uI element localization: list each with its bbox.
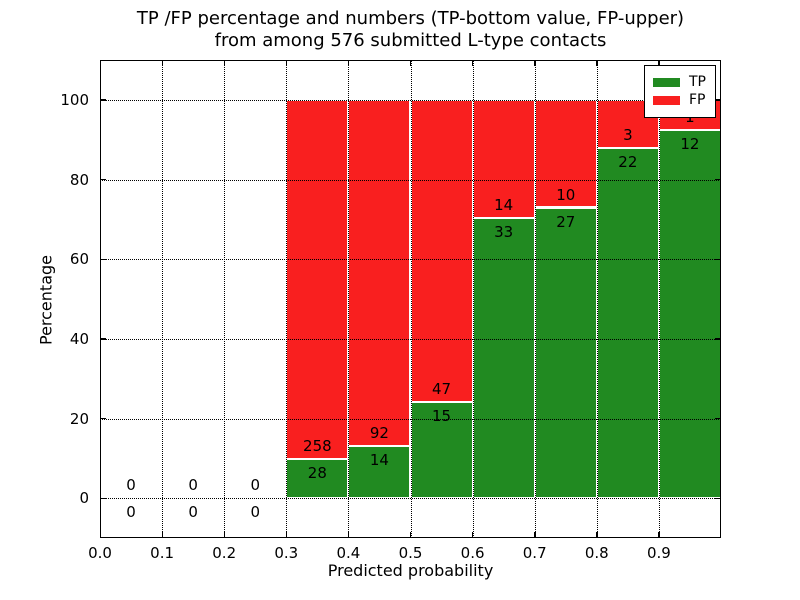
tp-count-label: 33 bbox=[494, 223, 514, 242]
chart-title-line2: from among 576 submitted L-type contacts bbox=[214, 30, 607, 51]
x-tick-bottom bbox=[410, 532, 412, 538]
tp-count-label: 27 bbox=[556, 212, 576, 231]
bar-segment-tp bbox=[658, 130, 721, 499]
tp-count-label: 15 bbox=[432, 406, 452, 425]
y-tick-label: 80 bbox=[69, 170, 89, 189]
fp-count-label: 3 bbox=[623, 125, 633, 144]
x-tick-bottom bbox=[658, 532, 660, 538]
tp-count-label: 0 bbox=[126, 503, 136, 522]
y-tick-right bbox=[715, 338, 721, 340]
x-tick-bottom bbox=[99, 532, 101, 538]
legend-entry-tp: TP bbox=[653, 75, 706, 90]
tp-count-label: 0 bbox=[250, 503, 261, 522]
y-tick-label: 60 bbox=[69, 250, 89, 269]
x-tick-bottom bbox=[161, 532, 163, 538]
y-tick-label: 40 bbox=[69, 329, 89, 348]
bar-segment-fp bbox=[286, 99, 349, 460]
y-tick-label: 20 bbox=[69, 409, 89, 428]
x-gridline bbox=[658, 60, 660, 538]
y-tick-label: 100 bbox=[60, 90, 89, 109]
tp-count-label: 12 bbox=[680, 135, 700, 154]
chart-title-line1: TP /FP percentage and numbers (TP-bottom… bbox=[136, 8, 685, 29]
bar-segment-tp bbox=[472, 218, 535, 499]
x-tick-bottom bbox=[223, 532, 226, 538]
x-gridline bbox=[596, 60, 598, 538]
x-tick-top bbox=[658, 60, 660, 66]
fp-count-label: 258 bbox=[303, 437, 332, 456]
x-gridline bbox=[348, 60, 350, 538]
tp-color-swatch bbox=[653, 78, 680, 87]
tp-count-label: 0 bbox=[188, 503, 198, 522]
tp-count-label: 14 bbox=[369, 450, 389, 469]
y-tick-right bbox=[715, 418, 721, 420]
x-tick-bottom bbox=[596, 532, 598, 538]
fp-color-swatch bbox=[653, 96, 680, 105]
bar-segment-tp bbox=[410, 401, 473, 499]
tp-count-label: 22 bbox=[618, 152, 638, 171]
tp-count-label: 28 bbox=[307, 464, 327, 483]
x-gridline bbox=[224, 60, 226, 538]
fp-count-label: 14 bbox=[494, 196, 514, 215]
chart-title: TP /FP percentage and numbers (TP-bottom… bbox=[100, 8, 721, 52]
bar-segment-fp bbox=[410, 99, 473, 402]
x-tick-bottom bbox=[285, 532, 288, 538]
x-tick-top bbox=[161, 60, 163, 66]
x-tick-top bbox=[534, 60, 536, 66]
x-gridline bbox=[410, 60, 412, 538]
fp-count-label: 0 bbox=[250, 476, 261, 495]
x-gridline bbox=[286, 60, 288, 538]
fp-count-label: 10 bbox=[556, 185, 576, 204]
x-tick-label: 0.2 bbox=[212, 544, 237, 562]
fp-count-label: 0 bbox=[126, 476, 136, 495]
x-gridline bbox=[472, 60, 474, 538]
y-tick-right bbox=[715, 179, 721, 181]
legend-label-tp: TP bbox=[689, 74, 706, 90]
fp-count-label: 47 bbox=[432, 379, 452, 398]
x-tick-label: 0.4 bbox=[336, 544, 361, 562]
y-tick-left bbox=[100, 418, 106, 420]
y-tick-left bbox=[100, 338, 106, 340]
x-tick-label: 0.3 bbox=[274, 544, 299, 562]
fp-count-label: 0 bbox=[188, 476, 198, 495]
y-tick-right bbox=[715, 258, 721, 261]
y-tick-left bbox=[100, 99, 106, 101]
x-tick-label: 0.6 bbox=[460, 544, 485, 562]
x-tick-label: 0.5 bbox=[398, 544, 423, 562]
x-gridline bbox=[534, 60, 536, 538]
bar-segment-tp bbox=[534, 207, 597, 499]
y-tick-left bbox=[100, 497, 106, 500]
x-tick-label: 0.1 bbox=[150, 544, 175, 562]
x-tick-top bbox=[472, 60, 474, 66]
y-tick-left bbox=[100, 258, 106, 261]
x-tick-bottom bbox=[472, 532, 474, 538]
y-tick-left bbox=[100, 179, 106, 181]
x-tick-top bbox=[596, 60, 598, 66]
x-tick-top bbox=[347, 60, 350, 66]
x-axis-label: Predicted probability bbox=[327, 561, 494, 580]
bar-segment-fp bbox=[348, 99, 411, 446]
x-tick-label: 0.0 bbox=[88, 544, 112, 562]
x-tick-top bbox=[285, 60, 288, 66]
x-gridline bbox=[162, 60, 164, 538]
x-tick-top bbox=[410, 60, 412, 66]
x-tick-top bbox=[99, 60, 101, 66]
y-tick-right bbox=[715, 99, 721, 101]
x-tick-label: 0.7 bbox=[522, 544, 547, 562]
y-tick-label: 0 bbox=[79, 489, 89, 508]
x-tick-label: 0.8 bbox=[584, 544, 609, 562]
bar-segment-tp bbox=[596, 147, 659, 499]
legend-label-fp: FP bbox=[689, 92, 706, 108]
x-tick-top bbox=[223, 60, 226, 66]
fp-count-label: 92 bbox=[369, 423, 389, 442]
x-tick-label: 0.9 bbox=[646, 544, 671, 562]
legend: TP FP bbox=[644, 65, 716, 118]
plot-area: 000000258289214471514331027322112 bbox=[99, 60, 721, 538]
y-tick-right bbox=[715, 497, 721, 500]
legend-entry-fp: FP bbox=[653, 93, 706, 108]
x-tick-bottom bbox=[534, 532, 536, 538]
x-tick-bottom bbox=[347, 532, 350, 538]
